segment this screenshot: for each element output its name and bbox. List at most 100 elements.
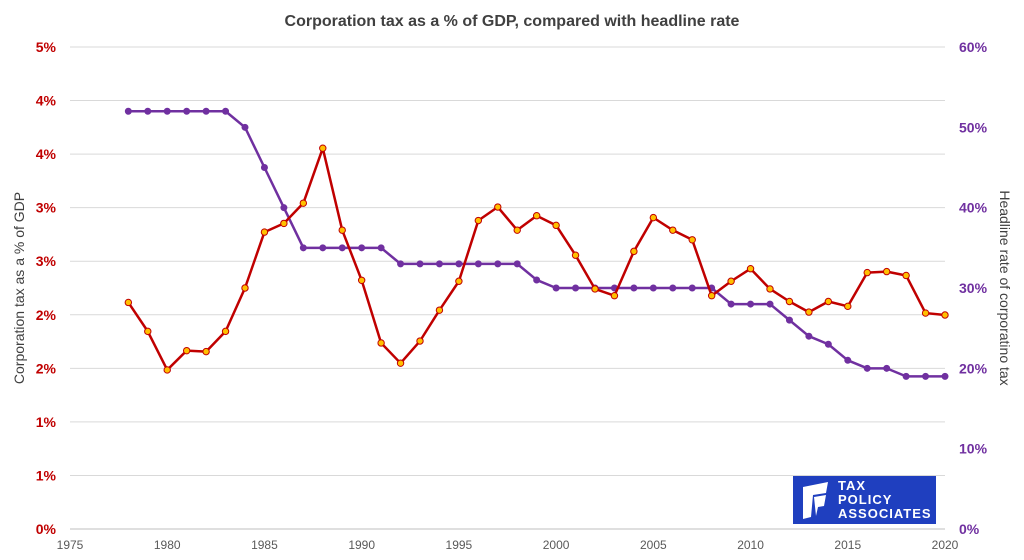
- x-tick-label: 2020: [932, 538, 959, 552]
- tax-gdp-point: [882, 267, 891, 276]
- headline-rate-point: [630, 284, 638, 292]
- left-tick-label: 2%: [36, 360, 57, 376]
- tax-gdp-point: [532, 212, 541, 220]
- tax-gdp-point: [260, 228, 269, 236]
- x-tick-label: 1995: [446, 538, 473, 552]
- tax-gdp-point: [571, 251, 580, 259]
- headline-rate-point: [902, 372, 910, 380]
- right-tick-label: 60%: [959, 39, 988, 55]
- logo-line1: TAX: [838, 478, 866, 493]
- tax-gdp-point: [844, 302, 852, 311]
- left-tick-label: 1%: [36, 414, 57, 430]
- tax-gdp-point: [435, 306, 444, 314]
- tax-gdp-point: [863, 268, 871, 277]
- x-tick-label: 2015: [834, 538, 861, 552]
- tax-gdp-point: [824, 297, 833, 306]
- tax-gdp-point: [766, 285, 774, 293]
- tax-gdp-point: [319, 144, 327, 152]
- left-tick-label: 4%: [36, 146, 57, 162]
- tax-gdp-point: [727, 277, 735, 285]
- headline-rate-point: [883, 364, 891, 372]
- tax-gdp-point: [591, 285, 599, 293]
- tax-gdp-point: [299, 199, 308, 207]
- headline-rate-point: [338, 244, 346, 252]
- headline-rate-point: [785, 316, 793, 324]
- headline-rate-point: [727, 300, 735, 308]
- tax-gdp-point: [494, 203, 502, 211]
- tax-gdp-line: [127, 146, 946, 372]
- tax-gdp-point: [455, 277, 463, 285]
- right-axis-ticks: 0% 10% 20% 30% 40% 50% 60%: [959, 39, 988, 537]
- tax-gdp-point: [163, 366, 171, 374]
- left-axis-ticks: 0% 1% 1% 2% 2% 3% 3% 4% 4% 5%: [36, 39, 57, 537]
- headline-rate-point: [124, 107, 132, 115]
- headline-rate-point: [824, 340, 832, 348]
- chart-title: Corporation tax as a % of GDP, compared …: [285, 13, 740, 30]
- headline-rate-point: [241, 123, 249, 131]
- headline-rate-point: [922, 372, 930, 380]
- left-tick-label: 5%: [36, 39, 57, 55]
- headline-rate-point: [163, 107, 171, 115]
- headline-rate-point: [377, 244, 385, 252]
- headline-rate-point: [766, 300, 774, 308]
- tax-gdp-point: [474, 216, 483, 225]
- headline-rate-point: [416, 260, 424, 268]
- tax-gdp-point: [707, 292, 716, 300]
- x-tick-label: 2000: [543, 538, 570, 552]
- headline-rate-point: [202, 107, 210, 115]
- headline-rate-point: [260, 164, 268, 171]
- tax-gdp-point: [241, 284, 249, 292]
- right-tick-label: 30%: [959, 280, 988, 296]
- tax-gdp-point: [902, 271, 910, 280]
- tax-gdp-point: [144, 327, 152, 336]
- headline-rate-point: [572, 284, 580, 292]
- tax-gdp-point: [221, 327, 230, 336]
- headline-rate-series: [124, 107, 949, 380]
- right-tick-label: 40%: [959, 200, 988, 216]
- headline-rate-point: [358, 244, 366, 252]
- tax-gdp-point: [785, 297, 794, 306]
- headline-rate-point: [494, 260, 502, 268]
- headline-rate-point: [649, 284, 657, 292]
- tax-gdp-point: [396, 359, 405, 367]
- tax-gdp-point: [202, 347, 210, 356]
- headline-rate-point: [863, 364, 871, 372]
- headline-rate-point: [941, 372, 949, 380]
- tax-gdp-point: [124, 298, 133, 307]
- left-tick-label: 1%: [36, 467, 57, 483]
- left-tick-label: 0%: [36, 521, 57, 537]
- tax-gdp-point: [630, 247, 638, 256]
- right-tick-label: 10%: [959, 441, 988, 457]
- headline-rate-point: [397, 260, 405, 268]
- tax-gdp-point: [182, 346, 191, 355]
- headline-rate-point: [747, 300, 755, 308]
- tax-gdp-point: [805, 308, 813, 316]
- tax-policy-associates-logo: TAX POLICY ASSOCIATES: [793, 476, 936, 524]
- left-tick-label: 3%: [36, 253, 57, 269]
- tax-gdp-point: [416, 337, 424, 345]
- headline-rate-point: [319, 244, 327, 252]
- tax-gdp-point: [513, 226, 521, 234]
- right-tick-label: 20%: [959, 360, 988, 376]
- tax-gdp-point: [649, 213, 658, 222]
- headline-rate-point: [183, 107, 191, 115]
- tax-gdp-point: [746, 265, 755, 273]
- headline-rate-point: [513, 260, 521, 268]
- x-tick-label: 1985: [251, 538, 278, 552]
- tax-gdp-point: [338, 226, 346, 234]
- tax-gdp-point: [280, 219, 288, 228]
- right-tick-label: 50%: [959, 119, 988, 135]
- left-tick-label: 4%: [36, 93, 57, 109]
- tax-gdp-point: [552, 221, 560, 230]
- headline-rate-point: [299, 244, 307, 252]
- left-tick-label: 2%: [36, 307, 57, 323]
- tax-gdp-point: [921, 309, 930, 317]
- headline-rate-point: [435, 260, 443, 268]
- tax-gdp-point: [941, 311, 949, 319]
- headline-rate-point: [222, 107, 230, 115]
- headline-rate-point: [533, 276, 541, 284]
- headline-rate-point: [688, 284, 696, 292]
- logo-line3: ASSOCIATES: [838, 506, 932, 521]
- headline-rate-point: [552, 284, 560, 292]
- x-tick-label: 1990: [348, 538, 375, 552]
